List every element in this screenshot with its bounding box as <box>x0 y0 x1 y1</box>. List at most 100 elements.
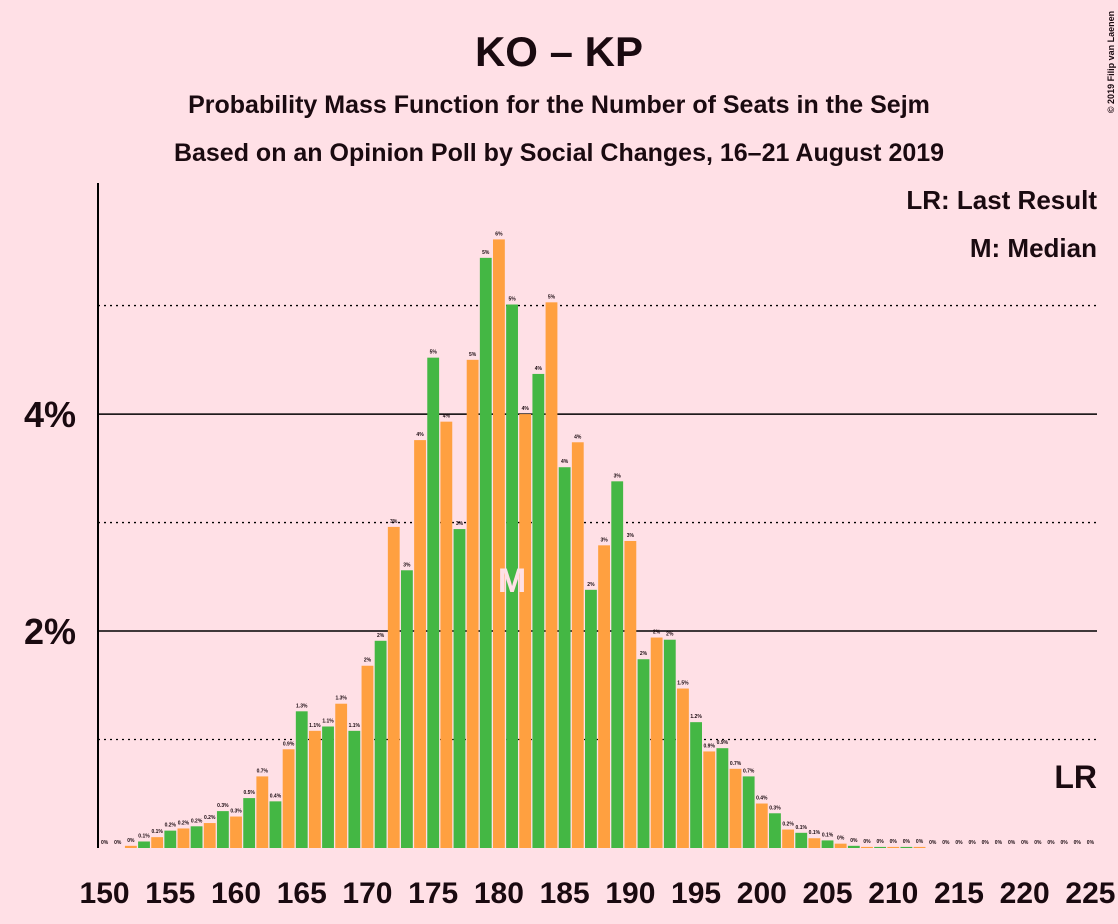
x-tick-label: 155 <box>145 877 195 910</box>
value-label: 3% <box>627 533 635 539</box>
value-label: 0% <box>942 840 950 846</box>
value-label: 2% <box>587 582 595 588</box>
value-label: 0% <box>955 840 963 846</box>
value-label: 0.3% <box>769 805 781 811</box>
x-tick-label: 220 <box>1000 877 1050 910</box>
x-tick-label: 190 <box>605 877 655 910</box>
bar <box>269 801 282 848</box>
value-label: 0% <box>114 840 122 846</box>
value-label: 0.1% <box>796 825 808 831</box>
bar <box>755 803 768 848</box>
value-label: 0.4% <box>756 796 768 802</box>
value-label: 1.3% <box>335 696 347 702</box>
bar <box>887 846 900 848</box>
value-label: 2% <box>364 658 372 664</box>
value-label: 4% <box>535 366 543 372</box>
bar <box>703 751 716 848</box>
value-label: 0.1% <box>138 833 150 839</box>
bar <box>808 838 821 848</box>
x-tick-label: 170 <box>342 877 392 910</box>
x-tick-label: 165 <box>277 877 327 910</box>
bar <box>164 830 177 848</box>
bar <box>558 467 571 848</box>
bar <box>847 845 860 848</box>
bar <box>900 846 913 848</box>
value-label: 0% <box>850 838 858 844</box>
value-label: 3% <box>403 562 411 568</box>
x-tick-label: 210 <box>868 877 918 910</box>
value-label: 5% <box>508 297 516 303</box>
bar <box>348 730 361 848</box>
value-label: 5% <box>430 350 438 356</box>
bar <box>361 665 374 848</box>
value-label: 0% <box>876 839 884 845</box>
value-label: 0.1% <box>822 832 834 838</box>
value-label: 0.7% <box>743 768 755 774</box>
value-label: 0% <box>1008 840 1016 846</box>
bar <box>243 798 256 848</box>
bar <box>769 813 781 848</box>
value-label: 0.1% <box>151 829 163 835</box>
x-tick-label: 185 <box>540 877 590 910</box>
value-label: 0% <box>1074 840 1082 846</box>
subtitle: Based on an Opinion Poll by Social Chang… <box>174 139 944 167</box>
value-label: 2% <box>666 632 674 638</box>
bar <box>834 843 847 848</box>
value-label: 5% <box>482 250 490 256</box>
bar <box>874 846 887 848</box>
bar <box>282 749 295 848</box>
bar <box>598 545 610 848</box>
x-tick-label: 225 <box>1065 877 1115 910</box>
x-tick-label: 150 <box>80 877 130 910</box>
legend-entry: M: Median <box>970 233 1097 263</box>
copyright: © 2019 Filip van Laenen <box>1106 11 1116 113</box>
value-label: 4% <box>574 434 582 440</box>
value-label: 2% <box>640 651 648 657</box>
value-label: 0.2% <box>178 820 190 826</box>
bar <box>729 768 742 848</box>
bar <box>216 811 229 848</box>
value-label: 0% <box>837 836 845 842</box>
bar <box>624 540 637 848</box>
bar <box>650 637 663 848</box>
value-label: 0% <box>890 839 898 845</box>
value-label: 0.2% <box>204 815 216 821</box>
value-label: 0.9% <box>283 741 295 747</box>
value-label: 1.1% <box>349 723 361 729</box>
value-label: 0.3% <box>230 809 242 815</box>
bar <box>414 440 426 848</box>
value-label: 4% <box>561 459 569 465</box>
value-label: 2% <box>377 633 385 639</box>
value-label: 0% <box>1034 840 1042 846</box>
value-label: 0.2% <box>782 822 794 828</box>
subtitle: Probability Mass Function for the Number… <box>188 91 930 119</box>
value-label: 0% <box>969 840 977 846</box>
bar <box>374 640 387 848</box>
bar <box>138 841 150 848</box>
value-label: 0.7% <box>257 768 269 774</box>
value-label: 3% <box>600 537 608 543</box>
value-label: 5% <box>548 294 556 300</box>
bar <box>124 845 137 848</box>
bar <box>322 726 334 848</box>
value-label: 0% <box>903 839 911 845</box>
value-label: 5% <box>469 352 477 358</box>
bar <box>335 703 348 848</box>
bar <box>151 837 164 848</box>
value-label: 4% <box>443 414 451 420</box>
bar <box>256 776 269 848</box>
bar <box>400 570 413 848</box>
value-label: 0% <box>1021 840 1029 846</box>
bar <box>571 442 584 848</box>
bar <box>203 823 216 848</box>
bar <box>230 816 242 848</box>
value-label: 3% <box>456 521 464 527</box>
bar <box>742 776 755 848</box>
bar <box>690 722 703 848</box>
lr-marker: LR <box>1054 759 1097 795</box>
bar <box>308 730 321 848</box>
value-label: 0% <box>1047 840 1055 846</box>
value-label: 1.2% <box>690 714 702 720</box>
value-label: 0% <box>929 840 937 846</box>
